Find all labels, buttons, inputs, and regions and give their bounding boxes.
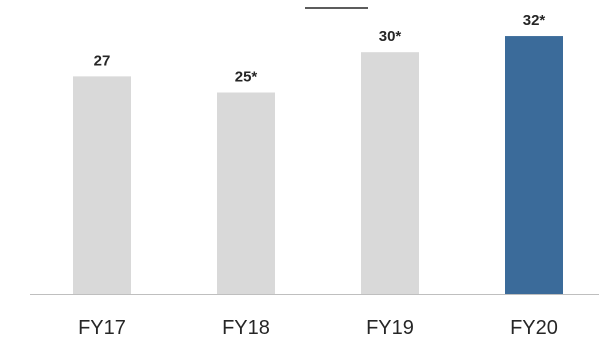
bars-layer [73, 36, 563, 294]
x-tick-label-fy17: FY17 [78, 317, 126, 339]
bar-value-label-fy19: 30* [379, 28, 402, 45]
bar-fy20 [505, 36, 563, 294]
value-labels-layer: 27 25* 30* 32* [94, 12, 546, 85]
bar-fy18 [217, 92, 275, 294]
bar-fy19 [361, 52, 419, 294]
bar-value-label-fy20: 32* [523, 12, 546, 29]
x-tick-labels-layer: FY17 FY18 FY19 FY20 [78, 317, 558, 339]
bar-value-label-fy17: 27 [94, 52, 111, 69]
bar-value-label-fy18: 25* [235, 68, 258, 85]
x-tick-label-fy18: FY18 [222, 317, 270, 339]
bar-fy17 [73, 76, 131, 294]
x-tick-label-fy20: FY20 [510, 317, 558, 339]
x-tick-label-fy19: FY19 [366, 317, 414, 339]
